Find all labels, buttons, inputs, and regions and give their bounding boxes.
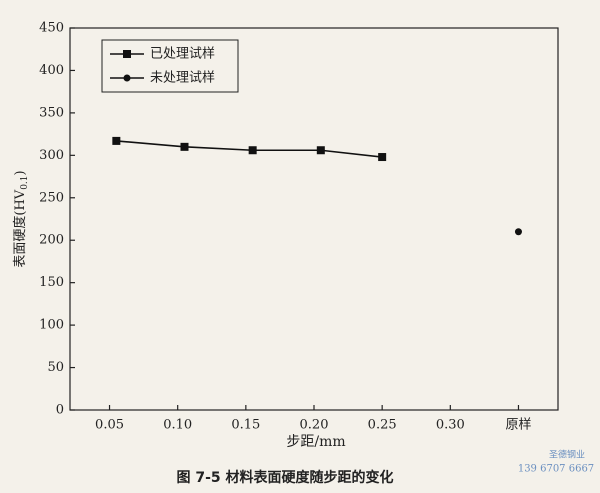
marker <box>316 146 325 155</box>
x-tick-label: 0.25 <box>368 418 397 433</box>
y-tick-label: 100 <box>39 318 64 333</box>
marker <box>112 136 121 145</box>
x-tick-label: 0.30 <box>436 418 465 433</box>
legend-box <box>101 39 239 93</box>
y-label-sub: 0.1 <box>20 175 30 189</box>
watermark: 圣德钢业 <box>549 449 585 461</box>
marker <box>248 146 257 155</box>
x-tick-label: 0.15 <box>231 418 260 433</box>
y-label-main: 表面硬度(HV <box>12 189 28 267</box>
y-tick-label: 0 <box>56 403 64 418</box>
x-axis-label: 步距/mm <box>286 434 345 450</box>
marker <box>180 142 189 151</box>
plot-frame <box>69 27 559 411</box>
watermark: 139 6707 6667 <box>518 464 594 475</box>
legend-label: 已处理试样 <box>150 47 215 62</box>
y-tick-label: 200 <box>39 233 64 248</box>
x-tick-label: 原样 <box>505 418 531 433</box>
x-tick-label: 0.20 <box>300 418 329 433</box>
legend-label: 未处理试样 <box>150 71 215 86</box>
y-tick-label: 400 <box>39 63 64 78</box>
y-tick-label: 350 <box>39 105 64 120</box>
y-tick-label: 450 <box>39 21 64 36</box>
y-axis-label: 表面硬度(HV0.1) <box>12 170 30 267</box>
x-tick-label: 0.05 <box>95 418 124 433</box>
y-label-close: ) <box>13 170 28 175</box>
caption: 图 7-5 材料表面硬度随步距的变化 <box>176 469 393 486</box>
legend-marker <box>123 74 131 82</box>
y-tick-label: 250 <box>39 190 64 205</box>
marker <box>378 153 387 162</box>
x-tick-label: 0.10 <box>163 418 192 433</box>
y-tick-label: 50 <box>47 360 64 375</box>
marker <box>514 228 522 236</box>
y-tick-label: 150 <box>39 275 64 290</box>
y-tick-label: 300 <box>39 148 64 163</box>
legend-marker <box>123 50 131 58</box>
